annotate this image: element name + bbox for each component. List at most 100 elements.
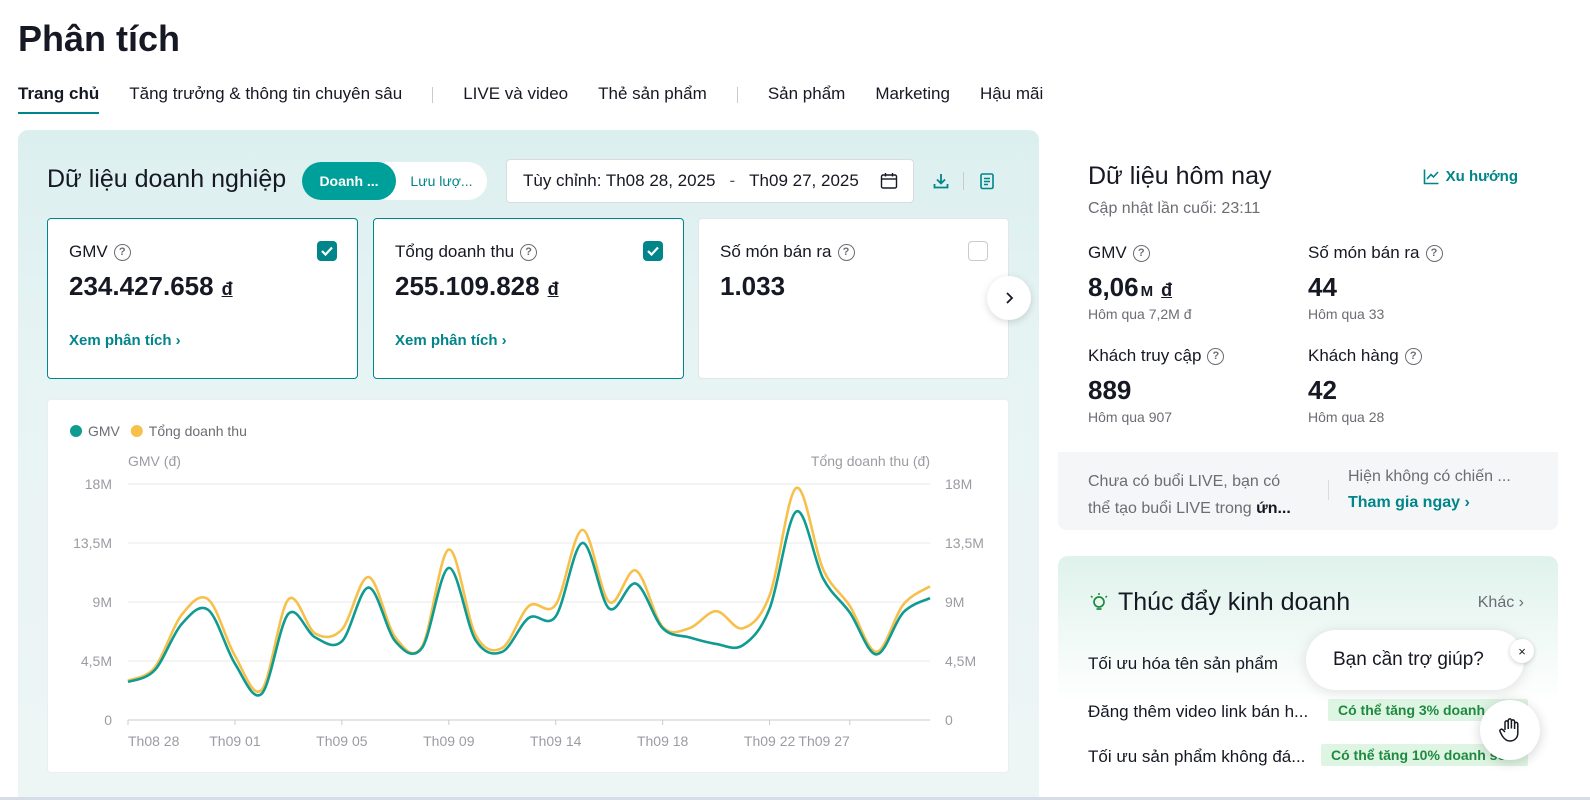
download-icon[interactable] <box>932 172 950 190</box>
report-icon[interactable] <box>978 172 996 190</box>
stat-yesterday: Hôm qua 7,2M đ <box>1088 306 1192 322</box>
boost-more-link[interactable]: Khác › <box>1477 594 1524 611</box>
tab-product-card[interactable]: Thẻ sản phẩm <box>598 84 707 103</box>
y-tick-label-right: 0 <box>945 712 953 728</box>
join-now-link[interactable]: Tham gia ngay › <box>1348 494 1470 511</box>
series-line-gmv <box>127 510 931 697</box>
help-icon[interactable]: ? <box>1207 347 1225 365</box>
calendar-icon <box>880 173 898 189</box>
campaign-notice: Hiện không có chiến ... <box>1348 468 1511 485</box>
metric-card-total-revenue[interactable]: Tổng doanh thu? 255.109.828 đ Xem phân tí… <box>373 218 684 379</box>
check-icon <box>647 246 659 257</box>
trend-link[interactable]: Xu hướng <box>1423 168 1518 185</box>
x-tick-label: Th09 01 <box>209 733 261 749</box>
metric-label: Tổng doanh thu? <box>395 242 538 262</box>
chevron-right-icon <box>1006 292 1014 304</box>
x-tick-label: Th09 14 <box>530 733 582 749</box>
today-data-title: Dữ liệu hôm nay <box>1088 162 1272 190</box>
metric-value: 234.427.658 đ <box>69 271 233 301</box>
y-axis-title-left: GMV (đ) <box>128 453 181 469</box>
tab-products[interactable]: Sản phẩm <box>767 84 846 103</box>
last-updated: Cập nhật lần cuối: 23:11 <box>1088 200 1261 217</box>
help-icon[interactable]: ? <box>1404 347 1422 365</box>
legend-label: GMV <box>88 423 121 439</box>
hand-icon <box>1499 718 1519 742</box>
metric-label: Số món bán ra? <box>720 242 855 262</box>
legend-marker <box>70 425 82 437</box>
stat-yesterday: Hôm qua 33 <box>1308 306 1385 322</box>
line-chart: GMV Tổng doanh thu GMV (đ) Tổng doanh thu (… <box>70 423 984 749</box>
view-analysis-link[interactable]: Xem phân tích › <box>395 332 507 349</box>
boost-item[interactable]: Đăng thêm video link bán h... <box>1088 702 1309 721</box>
view-analysis-link[interactable]: Xem phân tích › <box>69 332 181 349</box>
y-tick-label-right: 18M <box>945 476 972 492</box>
series-line-total-revenue <box>127 486 931 693</box>
stat-value: 889 <box>1088 375 1132 405</box>
today-footer: Chưa có buổi LIVE, bạn có thể tạo buổi L… <box>1058 452 1558 530</box>
metric-checkbox[interactable] <box>317 241 337 261</box>
help-icon[interactable]: ? <box>113 243 131 261</box>
help-icon[interactable]: ? <box>520 243 538 261</box>
stat-yesterday: Hôm qua 907 <box>1088 409 1173 425</box>
toggle-revenue[interactable]: Doanh ... <box>302 162 396 200</box>
stat-label: Khách truy cập? <box>1088 346 1288 366</box>
y-tick-label-left: 13,5M <box>73 535 112 551</box>
stat-label: GMV? <box>1088 243 1288 263</box>
tab-divider <box>736 87 738 103</box>
help-bubble[interactable]: Bạn cần trợ giúp? <box>1306 630 1524 690</box>
toggle-traffic[interactable]: Lưu lượ... <box>410 173 473 189</box>
y-tick-label-right: 9M <box>945 594 964 610</box>
date-range-start: Tùy chỉnh: Th08 28, 2025 <box>523 171 716 190</box>
help-close-button[interactable]: × <box>1510 639 1534 663</box>
boost-title: Thúc đẩy kinh doanh <box>1088 588 1350 617</box>
stat-visitors: Khách truy cập? 889 Hôm qua 907 <box>1088 346 1288 425</box>
boost-uplift-badge: Có thể tăng 3% doanh <box>1328 699 1528 721</box>
metric-label: GMV? <box>69 242 131 262</box>
check-icon <box>321 246 333 257</box>
x-tick-label: Th09 18 <box>637 733 689 749</box>
bottom-border <box>0 797 1590 800</box>
legend-label: Tổng doanh thu <box>149 423 247 439</box>
tab-home[interactable]: Trang chủ <box>18 84 100 114</box>
y-tick-label-right: 4,5M <box>945 653 976 669</box>
help-icon[interactable]: ? <box>1425 244 1443 262</box>
stat-value: 44 <box>1308 272 1337 302</box>
metric-value: 1.033 <box>720 271 786 301</box>
y-tick-label-left: 0 <box>104 712 112 728</box>
y-axis-title-right: Tổng doanh thu (đ) <box>811 453 930 469</box>
x-tick-label: Th09 27 <box>798 733 850 749</box>
help-icon[interactable]: ? <box>837 243 855 261</box>
boost-item[interactable]: Tối ưu hóa tên sản phẩm <box>1088 654 1278 673</box>
stat-yesterday: Hôm qua 28 <box>1308 409 1385 425</box>
y-tick-label-left: 4,5M <box>81 653 112 669</box>
metric-checkbox[interactable] <box>643 241 663 261</box>
stat-label: Khách hàng? <box>1308 346 1508 366</box>
metric-card-items-sold[interactable]: Số món bán ra? 1.033 <box>698 218 1009 379</box>
legend-marker <box>130 425 143 437</box>
today-data-card: Dữ liệu hôm nay Xu hướng Cập nhật lần cu… <box>1058 130 1558 530</box>
tab-live-video[interactable]: LIVE và video <box>463 84 569 103</box>
help-hand-button[interactable] <box>1480 700 1540 760</box>
footer-divider <box>1328 480 1329 500</box>
metric-card-gmv[interactable]: GMV? 234.427.658 đ Xem phân tích › <box>47 218 358 379</box>
stat-customers: Khách hàng? 42 Hôm qua 28 <box>1308 346 1508 425</box>
data-type-toggle: Doanh ... Lưu lượ... <box>302 162 487 200</box>
help-icon[interactable]: ? <box>1132 244 1150 262</box>
boost-item[interactable]: Tối ưu sản phẩm không đá... <box>1088 747 1306 766</box>
toolbar-divider <box>963 172 964 190</box>
y-tick-label-left: 18M <box>85 476 112 492</box>
stat-label: Số món bán ra? <box>1308 243 1508 263</box>
metric-value: 255.109.828 đ <box>395 271 559 301</box>
next-metrics-button[interactable] <box>987 276 1031 320</box>
tab-marketing[interactable]: Marketing <box>875 84 950 103</box>
tab-growth-insights[interactable]: Tăng trưởng & thông tin chuyên sâu <box>129 84 403 103</box>
metric-checkbox[interactable] <box>968 241 988 261</box>
x-tick-label: Th09 22 <box>744 733 796 749</box>
y-tick-label-right: 13,5M <box>945 535 984 551</box>
trend-chart-icon <box>1423 169 1439 185</box>
tab-after-sales[interactable]: Hậu mãi <box>979 84 1044 103</box>
boost-uplift-badge: Có thể tăng 10% doanh số <box>1321 744 1528 766</box>
date-range-picker[interactable]: Tùy chỉnh: Th08 28, 2025 - Th09 27, 2025 <box>506 159 914 203</box>
